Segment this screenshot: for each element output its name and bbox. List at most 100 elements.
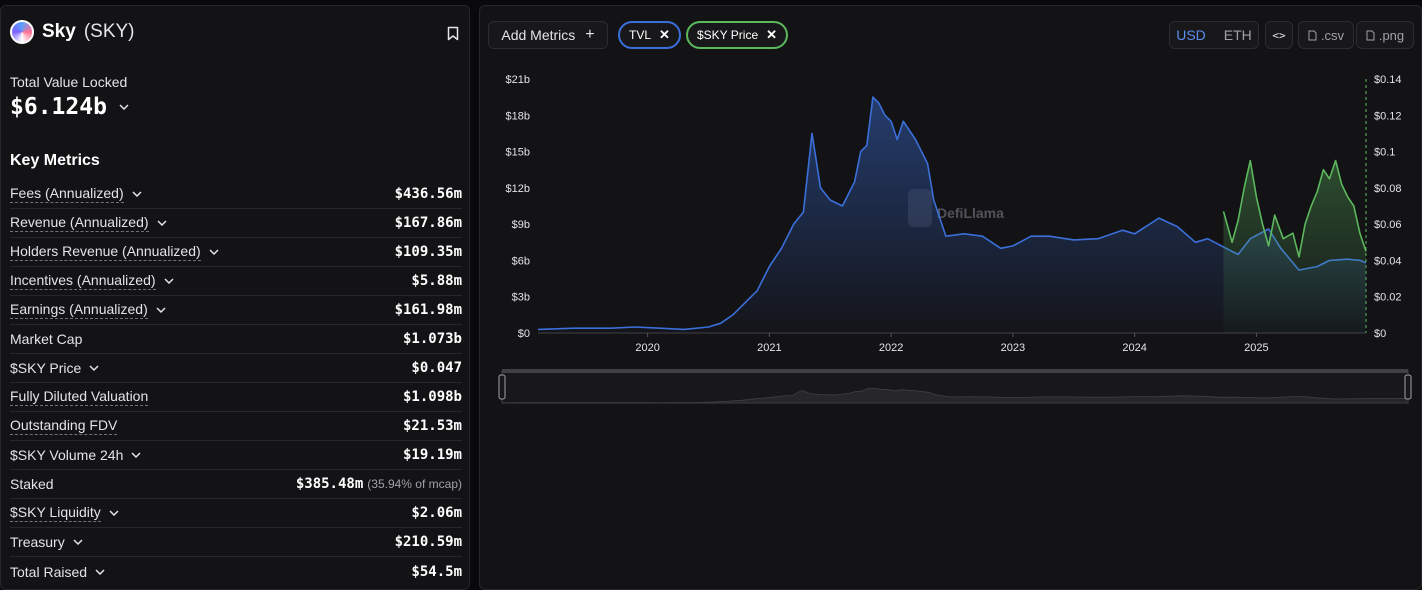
metric-value-group: $167.86m (395, 215, 462, 231)
x-tick-label: 2025 (1244, 342, 1268, 354)
tvl-price-chart[interactable]: $0 $3b $6b $9b $12b $15b $18b $21b $0 $0.02 $0.04 $… (480, 61, 1421, 411)
metric-row[interactable]: $SKY Price $0.047 (10, 354, 462, 383)
png-label: .png (1378, 27, 1405, 43)
metric-row[interactable]: Incentives (Annualized) $5.88m (10, 267, 462, 296)
y-tick-label-left: $6b (512, 255, 530, 267)
y-tick-label-right: $0.12 (1374, 110, 1402, 122)
x-tick-label: 2020 (635, 342, 659, 354)
brush-left-handle[interactable] (498, 374, 506, 400)
metric-value: $1.073b (402, 331, 462, 347)
price-metric-chip[interactable]: $SKY Price ✕ (686, 21, 789, 49)
tvl-area (538, 97, 1366, 333)
chevron-down-icon[interactable] (209, 249, 219, 255)
chevron-down-icon[interactable] (73, 539, 83, 545)
metric-value: $109.35m (394, 244, 462, 260)
chevron-down-icon[interactable] (95, 568, 105, 575)
chevron-down-icon[interactable] (157, 220, 167, 226)
chevron-down-icon[interactable] (131, 452, 141, 458)
metric-row[interactable]: Treasury $210.59m (10, 528, 462, 557)
metric-row: Outstanding FDV $21.53m (10, 412, 462, 441)
metric-label-text: Total Raised (10, 563, 88, 580)
x-tick-label: 2021 (757, 342, 781, 354)
close-icon[interactable]: ✕ (659, 27, 670, 42)
chevron-down-icon[interactable] (156, 307, 166, 313)
download-png-button[interactable]: .png (1356, 21, 1414, 49)
currency-usd-button[interactable]: USD (1176, 27, 1206, 43)
metric-label-text: Incentives (Annualized) (10, 272, 156, 290)
key-metrics-title: Key Metrics (10, 152, 100, 169)
csv-label: .csv (1320, 27, 1345, 43)
metric-value: $1.098b (402, 389, 462, 405)
range-brush[interactable] (498, 369, 1412, 404)
watermark-text: DefiLlama (937, 205, 1004, 221)
metric-label: Market Cap (10, 331, 82, 347)
metric-label: Fees (Annualized) (10, 185, 142, 203)
download-csv-button[interactable]: .csv (1298, 21, 1354, 49)
metric-value: $436.56m (394, 186, 462, 202)
embed-button[interactable]: <> (1265, 21, 1293, 49)
metric-value-group: $210.59m (395, 534, 462, 550)
x-tick-label: 2024 (1122, 342, 1146, 354)
metric-label-text: $SKY Volume 24h (10, 447, 124, 463)
metric-value: $385.48m (295, 476, 364, 492)
metric-label: Revenue (Annualized) (10, 214, 167, 232)
chevron-down-icon[interactable] (132, 191, 142, 197)
metric-row: Fully Diluted Valuation $1.098b (10, 383, 462, 412)
metric-label: $SKY Liquidity (10, 504, 119, 522)
y-tick-label-left: $15b (506, 147, 530, 159)
metric-row[interactable]: Fees (Annualized) $436.56m (10, 180, 462, 209)
metric-label: Fully Diluted Valuation (10, 388, 149, 406)
metric-label: Incentives (Annualized) (10, 272, 174, 290)
metric-value-group: $436.56m (395, 186, 462, 202)
sky-logo-icon (10, 20, 34, 44)
metric-row[interactable]: $SKY Liquidity $2.06m (10, 499, 462, 528)
y-tick-label-right: $0.1 (1374, 147, 1395, 159)
protocol-name: Sky (42, 21, 76, 42)
y-tick-label-right: $0.14 (1374, 74, 1402, 86)
metric-label-text: Earnings (Annualized) (10, 301, 148, 319)
chart-panel: Add Metrics + TVL ✕ $SKY Price ✕ USD ETH… (479, 5, 1422, 590)
metric-label-text: Outstanding FDV (10, 417, 118, 435)
metric-value-group: $2.06m (411, 505, 462, 521)
chevron-down-icon[interactable] (109, 510, 119, 516)
close-icon[interactable]: ✕ (766, 27, 778, 42)
metric-label-text: Holders Revenue (Annualized) (10, 243, 201, 261)
brush-top-bar[interactable] (502, 369, 1408, 373)
metric-row[interactable]: $SKY Volume 24h $19.19m (10, 441, 462, 470)
tvl-label: Total Value Locked (10, 74, 128, 90)
y-tick-label-left: $18b (506, 110, 530, 122)
price-line (1222, 159, 1367, 258)
metric-row[interactable]: Revenue (Annualized) $167.86m (10, 209, 462, 238)
chevron-down-icon[interactable] (164, 278, 174, 284)
metric-value: $21.53m (402, 418, 462, 434)
metric-value: $161.98m (394, 302, 462, 318)
metric-label-text: Staked (10, 476, 54, 492)
metric-subtext: (35.94% of mcap) (367, 477, 462, 491)
metric-row[interactable]: Holders Revenue (Annualized) $109.35m (10, 238, 462, 267)
y-tick-label-left: $12b (506, 183, 530, 195)
metric-row[interactable]: Total Raised $54.5m (10, 557, 462, 586)
metric-label: Outstanding FDV (10, 417, 118, 435)
currency-toggle: USD ETH (1169, 21, 1259, 49)
protocol-info-panel: Sky (SKY) Total Value Locked $6.124b Key… (0, 5, 470, 590)
metric-value-group: $19.19m (403, 447, 462, 463)
metric-label-text: Fully Diluted Valuation (10, 388, 149, 406)
metric-value-group: $109.35m (395, 244, 462, 260)
y-tick-label-right: $0.04 (1374, 255, 1402, 267)
metric-label-text: Treasury (10, 534, 65, 550)
brush-right-handle[interactable] (1404, 374, 1412, 400)
metric-label: $SKY Price (10, 360, 99, 376)
key-metrics-list: Fees (Annualized) $436.56m Revenue (Annual… (10, 180, 462, 586)
metric-value: $167.86m (394, 215, 462, 231)
tvl-metric-chip[interactable]: TVL ✕ (618, 21, 681, 49)
metric-value-group: $5.88m (411, 273, 462, 289)
metric-label-text: Market Cap (10, 331, 83, 347)
bookmark-icon[interactable] (447, 26, 459, 41)
add-metrics-button[interactable]: Add Metrics + (488, 21, 608, 49)
tvl-value-dropdown[interactable]: $6.124b (10, 94, 129, 120)
metric-row[interactable]: Earnings (Annualized) $161.98m (10, 296, 462, 325)
metric-label-text: $SKY Price (10, 360, 82, 376)
metric-value: $54.5m (411, 563, 462, 580)
currency-eth-button[interactable]: ETH (1223, 27, 1252, 43)
chevron-down-icon[interactable] (89, 365, 99, 371)
